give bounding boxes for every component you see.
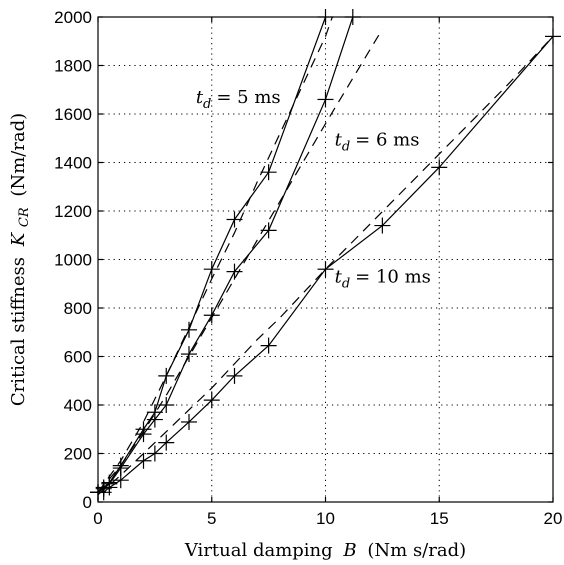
series-0-marker <box>181 322 197 338</box>
series-0-marker <box>158 368 174 384</box>
series-1-marker <box>158 397 174 413</box>
series-0-marker <box>227 211 243 227</box>
series-1-marker <box>318 91 334 107</box>
x-tick-label: 15 <box>430 509 449 528</box>
series-1-marker <box>147 412 163 428</box>
series-1-marker <box>345 9 361 25</box>
x-tick-label: 20 <box>544 509 563 528</box>
y-tick-label: 1400 <box>54 154 92 173</box>
series-label-1: td = 6 ms <box>335 130 420 155</box>
markers <box>90 9 561 500</box>
series-0-marker <box>261 164 277 180</box>
series-0-marker <box>204 261 220 277</box>
y-tick-label: 400 <box>64 396 92 415</box>
y-tick-label: 200 <box>64 445 92 464</box>
y-tick-label: 1000 <box>54 251 92 270</box>
y-tick-label: 0 <box>83 493 92 512</box>
series-label-2: td = 10 ms <box>335 267 431 292</box>
x-tick-label: 5 <box>207 509 216 528</box>
series-1-marker <box>204 307 220 323</box>
series-1-marker <box>227 264 243 280</box>
series-0-solid-line <box>98 17 326 492</box>
x-tick-label: 0 <box>93 509 102 528</box>
series-1-marker <box>181 346 197 362</box>
y-axis-label: Critical stiffness K CR (Nm/rad) <box>8 113 33 406</box>
y-tick-label: 2000 <box>54 8 92 27</box>
x-tick-label: 10 <box>316 509 335 528</box>
y-tick-label: 1600 <box>54 105 92 124</box>
y-tick-label: 800 <box>64 299 92 318</box>
series-1-marker <box>261 222 277 238</box>
y-tick-label: 600 <box>64 348 92 367</box>
y-tick-label: 1200 <box>54 202 92 221</box>
x-axis-label: Virtual damping B (Nm s/rad) <box>184 540 466 561</box>
annotations: td = 5 ms td = 6 ms td = 10 ms <box>196 87 431 291</box>
grid <box>98 17 553 502</box>
y-tick-label: 1800 <box>54 57 92 76</box>
series-1-marker <box>136 426 152 442</box>
series-0-marker <box>318 9 334 25</box>
series-0-dashed-line <box>98 17 332 492</box>
series-2-marker <box>136 453 152 469</box>
series-label-0: td = 5 ms <box>196 87 281 112</box>
